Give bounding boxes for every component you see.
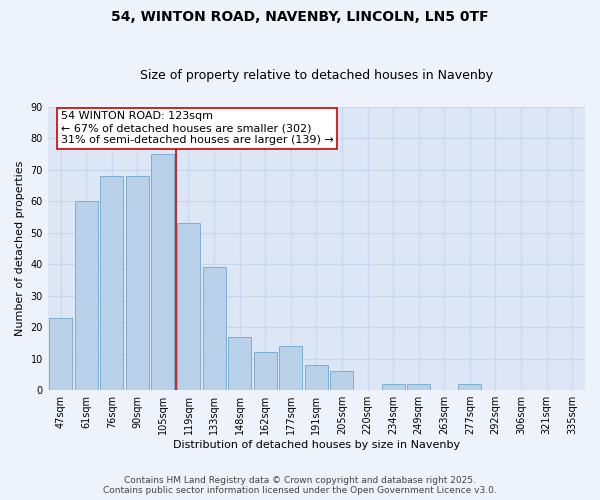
Bar (331, 371, 353, 390)
Bar (74, 201, 98, 390)
Bar (228, 336, 251, 390)
Bar (100, 176, 123, 390)
Bar (458, 384, 481, 390)
Title: Size of property relative to detached houses in Navenby: Size of property relative to detached ho… (140, 69, 493, 82)
Bar (49, 318, 72, 390)
Bar (177, 223, 200, 390)
Bar (254, 352, 277, 390)
Text: 54, WINTON ROAD, NAVENBY, LINCOLN, LN5 0TF: 54, WINTON ROAD, NAVENBY, LINCOLN, LN5 0… (111, 10, 489, 24)
Y-axis label: Number of detached properties: Number of detached properties (15, 160, 25, 336)
Text: Contains HM Land Registry data © Crown copyright and database right 2025.
Contai: Contains HM Land Registry data © Crown c… (103, 476, 497, 495)
Bar (407, 384, 430, 390)
Bar (305, 365, 328, 390)
X-axis label: Distribution of detached houses by size in Navenby: Distribution of detached houses by size … (173, 440, 460, 450)
Bar (280, 346, 302, 390)
Bar (203, 268, 226, 390)
Bar (151, 154, 175, 390)
Text: 54 WINTON ROAD: 123sqm
← 67% of detached houses are smaller (302)
31% of semi-de: 54 WINTON ROAD: 123sqm ← 67% of detached… (61, 112, 334, 144)
Bar (382, 384, 404, 390)
Bar (126, 176, 149, 390)
